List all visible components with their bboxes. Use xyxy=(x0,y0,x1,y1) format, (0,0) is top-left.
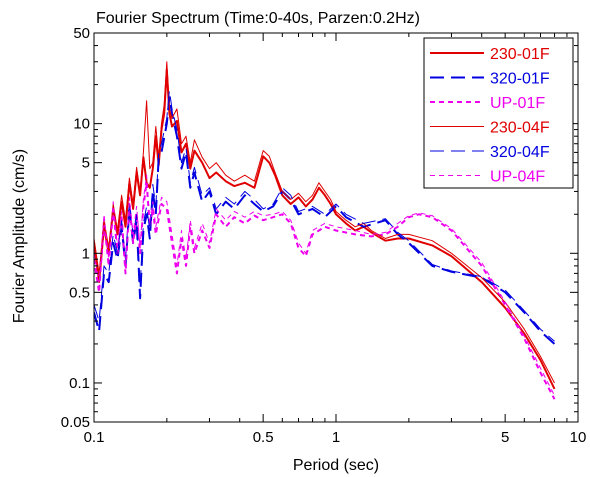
legend: 230-01F 320-01F UP-01F 230-04F 320-04F UP-04F xyxy=(423,37,574,189)
y-tick-label: 0.1 xyxy=(69,375,90,392)
y-tick-label: 5 xyxy=(82,155,90,172)
y-tick-label: 0.05 xyxy=(61,414,90,431)
x-tick-label: 1 xyxy=(332,429,340,446)
series-line-up-04f xyxy=(94,174,555,396)
y-tick-label: 10 xyxy=(73,116,90,133)
series-line-up-01f xyxy=(94,181,556,400)
y-tick-label: 0.5 xyxy=(69,284,90,301)
series-layer xyxy=(94,61,556,400)
legend-label: UP-01F xyxy=(490,95,545,112)
series-line-320-04f xyxy=(94,90,555,342)
legend-label: 320-01F xyxy=(490,71,550,88)
x-tick-label: 5 xyxy=(501,429,509,446)
legend-label: 230-04F xyxy=(490,120,550,137)
y-tick-label: 50 xyxy=(73,25,90,42)
x-axis-title: Period (sec) xyxy=(293,457,379,474)
legend-label: 320-04F xyxy=(490,144,550,161)
x-tick-label: 0.1 xyxy=(84,429,105,446)
series-line-320-01f xyxy=(94,96,556,345)
legend-label: UP-04F xyxy=(490,169,545,186)
series-line-230-04f xyxy=(94,61,555,384)
x-tick-label: 10 xyxy=(570,429,587,446)
y-axis-title: Fourier Amplitude (cm/s) xyxy=(11,149,28,323)
chart-title: Fourier Spectrum (Time:0-40s, Parzen:0.2… xyxy=(96,10,420,27)
x-tick-label: 0.5 xyxy=(253,429,274,446)
y-tick-label: 1 xyxy=(82,245,90,262)
legend-box xyxy=(423,37,574,189)
legend-label: 230-01F xyxy=(490,46,550,63)
